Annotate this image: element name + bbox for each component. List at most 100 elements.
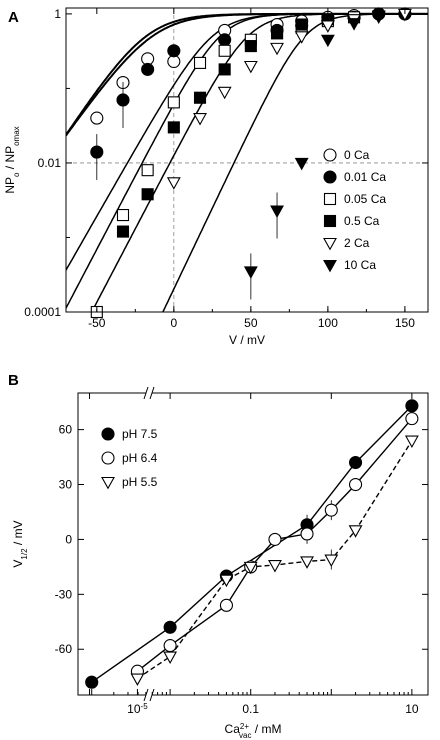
data-point-pH-6-4 bbox=[219, 598, 233, 612]
data-point-pH-6-4 bbox=[163, 639, 177, 653]
fit-curve-6 bbox=[162, 13, 428, 312]
y-tick-label: 0.01 bbox=[38, 156, 62, 170]
y-tick-label: -30 bbox=[55, 587, 73, 601]
x-tick-label: 0 bbox=[170, 316, 177, 330]
x-tick-label-0-1: 0.1 bbox=[242, 702, 259, 716]
data-point-0-01-Ca bbox=[141, 62, 155, 76]
legend-label-3: 0.05 Ca bbox=[344, 192, 386, 206]
data-point-0-5-Ca bbox=[141, 188, 154, 201]
panel-a: A -50 0 50 100 150 0.0001 0.01 1 V / mV NPo / NPom… bbox=[3, 7, 429, 347]
y-axis-label: V1/2 / mV bbox=[11, 520, 29, 567]
x-axis-label: Ca2+ vac / mM bbox=[225, 722, 282, 740]
axis-break-mark bbox=[149, 386, 155, 400]
data-point-pH-7-5 bbox=[405, 399, 419, 413]
y-axis-label-main: V bbox=[11, 560, 25, 568]
data-point-pH-5-5 bbox=[268, 559, 282, 573]
legend-marker-3 bbox=[101, 476, 115, 490]
data-point-2-Ca bbox=[294, 31, 309, 44]
data-point-2-Ca bbox=[243, 60, 258, 74]
data-point-0-05-Ca bbox=[218, 44, 231, 57]
legend-marker-1 bbox=[101, 427, 115, 441]
legend-label-4: 0.5 Ca bbox=[344, 214, 380, 228]
axis-break-mark bbox=[143, 386, 149, 400]
data-point-pH-6-4 bbox=[349, 477, 363, 492]
plot-frame-a bbox=[65, 7, 429, 313]
data-point-10-Ca bbox=[347, 18, 361, 31]
data-point-0-01-Ca bbox=[90, 145, 104, 159]
data-point-0-05-Ca bbox=[193, 56, 207, 69]
y-tick-label: 0 bbox=[65, 532, 72, 546]
legend-label-1: pH 7.5 bbox=[122, 427, 158, 441]
legend-label-2: pH 6.4 bbox=[122, 451, 158, 465]
data-point-pH-5-5 bbox=[324, 554, 339, 567]
x-axis-label-unit: / mM bbox=[251, 722, 281, 736]
data-point-0-05-Ca bbox=[141, 164, 154, 177]
y-axis-label: NPo / NPomax bbox=[3, 126, 21, 193]
legend-label-5: 2 Ca bbox=[344, 236, 370, 250]
x-axis-label-main: Ca bbox=[225, 722, 241, 736]
data-point-2-Ca bbox=[320, 20, 335, 33]
data-point-10-Ca bbox=[371, 11, 386, 25]
data-point-2-Ca bbox=[193, 113, 207, 126]
x-tick-label: 150 bbox=[395, 316, 415, 330]
y-tick-label: 60 bbox=[59, 423, 73, 437]
legend-label-1: 0 Ca bbox=[344, 148, 370, 162]
fit-curve-2 bbox=[66, 12, 428, 137]
x-tick-label: 50 bbox=[244, 316, 258, 330]
y-tick-label: 0.0001 bbox=[24, 305, 61, 319]
data-point-pH-6-4 bbox=[300, 527, 314, 541]
plot-frame-b bbox=[77, 392, 429, 696]
data-point-10-Ca bbox=[320, 34, 335, 48]
x-tick-label-exp: -5 bbox=[141, 702, 149, 711]
data-point-10-Ca bbox=[294, 157, 309, 171]
x-tick-label: 100 bbox=[318, 316, 338, 330]
y-axis-label-unit: / mV bbox=[11, 520, 25, 548]
data-point-pH-5-5 bbox=[130, 673, 145, 686]
data-point-2-Ca bbox=[166, 177, 181, 190]
data-point-pH-5-5 bbox=[243, 561, 258, 575]
legend-label-3: pH 5.5 bbox=[122, 475, 158, 489]
legend-marker-5 bbox=[323, 237, 337, 251]
data-point-0-01-Ca bbox=[116, 93, 130, 107]
data-point-0-01-Ca bbox=[218, 33, 232, 47]
data-point-pH-7-5 bbox=[85, 675, 99, 689]
data-point-0-5-Ca bbox=[193, 91, 207, 104]
x-axis-label: V / mV bbox=[229, 333, 265, 347]
legend-label-2: 0.01 Ca bbox=[344, 170, 386, 184]
y-axis-label-part: NP bbox=[3, 177, 17, 194]
data-point-pH-7-5 bbox=[349, 456, 363, 470]
legend-marker-3 bbox=[323, 192, 337, 206]
x-axis-label-sub: vac bbox=[239, 731, 251, 740]
data-point-0-5-Ca bbox=[167, 121, 180, 134]
x-axis-label-sup: 2+ bbox=[240, 722, 249, 731]
x-tick-label: -50 bbox=[88, 316, 106, 330]
axis-break-bottom-mask bbox=[146, 691, 152, 703]
y-axis-label-part: omax bbox=[12, 126, 21, 146]
data-point-0-5-Ca bbox=[295, 18, 308, 31]
y-tick-label: -60 bbox=[55, 642, 73, 656]
x-tick-label-10: 10 bbox=[405, 702, 419, 716]
y-tick-label: 30 bbox=[59, 478, 73, 492]
series-line-1 bbox=[91, 405, 413, 683]
data-point-pH-5-5 bbox=[219, 574, 234, 588]
data-point-0-5-Ca bbox=[270, 27, 284, 40]
data-point-pH-5-5 bbox=[348, 525, 363, 538]
x-tick-label-1e-5: 10-5 bbox=[127, 702, 148, 717]
data-point-0-05-Ca bbox=[116, 208, 130, 222]
series-line-3 bbox=[137, 440, 413, 680]
legend-marker-6 bbox=[323, 259, 337, 273]
data-point-2-Ca bbox=[270, 42, 284, 56]
legend-label-6: 10 Ca bbox=[344, 258, 376, 272]
data-point-pH-6-4 bbox=[405, 412, 419, 426]
y-axis-label-sub: 1/2 bbox=[20, 548, 29, 560]
legend-marker-2 bbox=[323, 170, 337, 184]
data-point-0-05-Ca bbox=[167, 96, 180, 109]
data-point-pH-5-5 bbox=[163, 651, 178, 664]
legend-marker-1 bbox=[323, 148, 337, 162]
data-point-pH-5-5 bbox=[404, 435, 419, 449]
data-point-0-5-Ca bbox=[244, 40, 257, 53]
y-axis-label-part: / NP bbox=[3, 146, 17, 173]
legend-marker-2 bbox=[101, 451, 115, 465]
